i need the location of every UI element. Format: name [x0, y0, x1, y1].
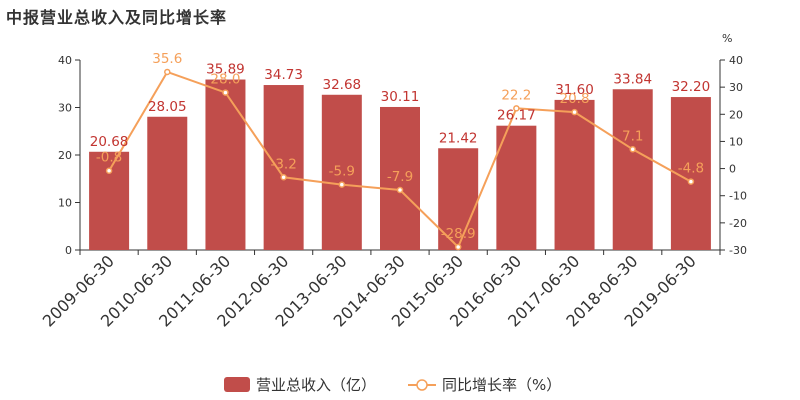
revenue-bar — [147, 116, 188, 250]
revenue-bar — [321, 94, 362, 251]
y-left-tick-label: 0 — [65, 244, 72, 257]
growth-point — [454, 243, 462, 251]
growth-value-label: -0.8 — [96, 150, 122, 166]
chart-title: 中报营业总收入及同比增长率 — [6, 8, 228, 27]
growth-point — [280, 174, 287, 181]
y-left-tick-label: 10 — [58, 197, 72, 210]
revenue-bar — [496, 125, 537, 250]
bar-value-label: 33.84 — [613, 71, 652, 87]
bar-value-label: 20.68 — [90, 134, 129, 150]
y-left-tick-label: 30 — [58, 102, 72, 115]
y-left-tick-label: 20 — [58, 149, 72, 162]
bar-value-label: 28.05 — [148, 99, 187, 115]
y-right-tick-label: 0 — [729, 163, 736, 176]
growth-value-label: 35.6 — [152, 51, 182, 67]
bar-value-label: 26.17 — [497, 108, 536, 124]
y-right-tick-label: 10 — [729, 135, 743, 148]
bar-value-label: 31.60 — [555, 82, 594, 98]
legend-line-marker — [416, 379, 428, 391]
bar-value-label: 32.20 — [672, 79, 711, 95]
bar-series — [89, 79, 711, 251]
bar-value-label: 34.73 — [264, 67, 303, 83]
growth-value-label: -3.2 — [270, 156, 296, 172]
revenue-bar — [612, 89, 653, 250]
legend-bar-swatch — [224, 377, 250, 392]
growth-point — [164, 68, 171, 76]
y-right-tick-label: -10 — [729, 190, 747, 203]
growth-value-label: -7.9 — [387, 169, 413, 185]
y-right-tick-label: 40 — [729, 54, 743, 67]
y-right-tick-label: -20 — [729, 217, 747, 230]
bar-value-label: 32.68 — [322, 77, 361, 93]
growth-point — [338, 181, 346, 188]
legend-line-label: 同比增长率（%） — [442, 376, 561, 394]
revenue-bar — [89, 151, 130, 250]
growth-point — [687, 178, 695, 185]
bar-value-label: 35.89 — [206, 62, 245, 78]
revenue-bar — [380, 106, 420, 250]
growth-value-label: 7.1 — [622, 128, 643, 144]
growth-value-label: 20.8 — [560, 91, 590, 107]
bar-value-label: 30.11 — [381, 89, 420, 105]
growth-value-label: 28.0 — [210, 72, 240, 88]
growth-point — [105, 167, 113, 174]
growth-point — [571, 108, 578, 116]
legend-bar-label: 营业总收入（亿） — [256, 376, 376, 394]
growth-line-series — [105, 68, 695, 251]
revenue-bar — [554, 99, 595, 251]
growth-point — [629, 146, 636, 153]
y-left-tick-label: 40 — [58, 54, 72, 67]
growth-value-label: -5.9 — [329, 164, 355, 180]
data-labels: 20.68 28.05 35.89 34.73 32.68 30.11 21.42 26.17… — [90, 51, 710, 242]
y-right-unit: % — [722, 32, 732, 45]
growth-point — [222, 89, 229, 96]
y-right-tick-label: -30 — [729, 244, 747, 257]
legend: 营业总收入（亿） 同比增长率（%） — [224, 376, 561, 394]
y-right-tick-label: 20 — [729, 108, 743, 121]
revenue-bar — [205, 79, 246, 251]
growth-point — [513, 105, 520, 112]
revenue-bar — [263, 85, 304, 250]
bar-value-label: 21.42 — [439, 130, 478, 146]
growth-point — [396, 186, 404, 194]
growth-value-label: 22.2 — [501, 87, 531, 103]
growth-value-label: -4.8 — [678, 161, 704, 177]
y-right-tick-label: 30 — [729, 81, 743, 94]
growth-value-label: -28.9 — [441, 226, 476, 242]
